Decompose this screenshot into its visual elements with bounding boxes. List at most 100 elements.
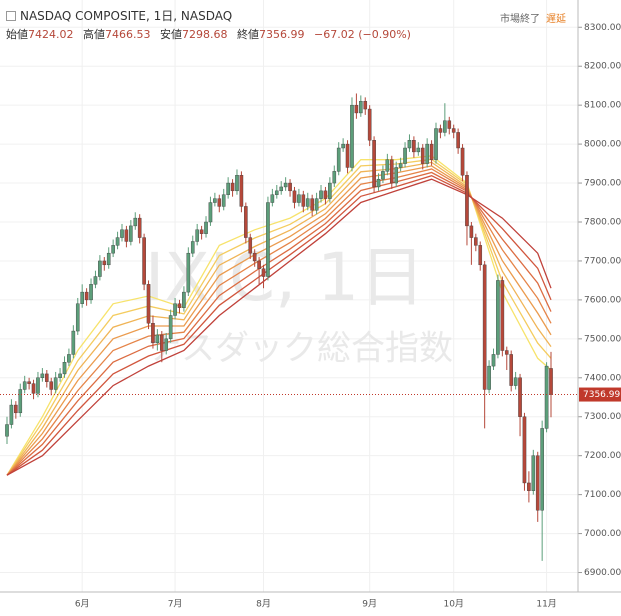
candle-body: [45, 373, 49, 382]
x-tick-label: 6月: [75, 599, 90, 610]
candle-body: [407, 140, 412, 149]
candle-body: [235, 175, 239, 192]
candle-body: [199, 229, 204, 234]
y-tick-label: 7700.00: [584, 256, 621, 266]
candle-body: [133, 217, 138, 227]
candle-body: [412, 140, 416, 153]
y-tick-label: 6900.00: [584, 568, 621, 578]
candle-body: [314, 198, 319, 211]
candle-body: [443, 120, 447, 133]
x-tick-label: 7月: [168, 599, 183, 610]
x-tick-label: 9月: [362, 599, 377, 610]
candle-body: [146, 284, 151, 324]
candle-body: [274, 190, 279, 195]
market-status: 市場終了 遅延: [500, 10, 566, 25]
candle-body: [270, 194, 275, 203]
y-tick-label: 8000.00: [584, 140, 621, 150]
candle-body: [367, 108, 372, 141]
candle-body: [460, 147, 465, 176]
candle-body: [350, 104, 354, 168]
candle-body: [372, 140, 376, 188]
candle-body: [195, 229, 199, 242]
candle-body: [151, 323, 155, 343]
ribbon-line: [6, 158, 552, 476]
candle-body: [310, 198, 314, 211]
candle-body: [389, 159, 394, 184]
candle-body: [177, 303, 182, 308]
ribbon-line: [6, 155, 552, 476]
candle-body: [58, 373, 62, 378]
candle-body: [244, 206, 248, 238]
candle-body: [305, 198, 310, 207]
candle-body: [89, 284, 93, 301]
candle-body: [341, 143, 345, 149]
candle-body: [416, 147, 421, 153]
price-tag-label: 7356.99: [583, 390, 620, 400]
candle-body: [332, 171, 337, 184]
candle-body: [474, 237, 478, 246]
candle-body: [376, 178, 381, 188]
candle-body: [456, 132, 460, 149]
ohlc-header: 始値7424.02 高値7466.53 安値7298.68 終値7356.99 …: [6, 26, 417, 42]
candle-body: [504, 350, 509, 355]
expand-icon[interactable]: [6, 11, 16, 21]
candle-body: [266, 202, 270, 277]
candle-body: [283, 182, 288, 188]
candle-body: [469, 225, 474, 238]
candle-body: [398, 163, 403, 168]
y-tick-label: 7200.00: [584, 451, 621, 461]
open-label: 始値: [6, 28, 28, 41]
candle-body: [513, 377, 518, 386]
candle-body: [394, 167, 399, 184]
candle-body: [111, 245, 115, 254]
candle-body: [403, 147, 407, 164]
y-tick-label: 7600.00: [584, 295, 621, 305]
change-value: −67.02 (−0.90%): [314, 28, 411, 41]
candle-body: [531, 455, 536, 491]
candle-body: [18, 389, 23, 414]
high-value: 7466.53: [105, 28, 151, 41]
candle-body: [217, 198, 222, 207]
candle-body: [213, 198, 217, 203]
x-tick-label: 11月: [536, 599, 556, 610]
candle-body: [137, 217, 142, 238]
candle-body: [345, 143, 350, 168]
candle-body: [239, 175, 244, 207]
candle-body: [168, 315, 173, 340]
y-tick-label: 7400.00: [584, 373, 621, 383]
x-tick-label: 10月: [443, 599, 463, 610]
price-tag: [579, 387, 621, 402]
candle-body: [434, 128, 438, 160]
candle-body: [120, 229, 124, 238]
candle-body: [359, 101, 363, 114]
close-label: 終値: [237, 28, 259, 41]
candle-body: [155, 334, 160, 343]
candle-body: [522, 416, 527, 484]
candle-body: [465, 175, 469, 227]
watermark-subtitle: ナスダック総合指数: [147, 329, 453, 369]
candle-body: [14, 404, 18, 414]
candle-body: [540, 428, 544, 511]
candle-body: [288, 182, 292, 192]
candle-body: [182, 291, 186, 308]
candle-body: [71, 330, 76, 355]
candle-body: [5, 424, 9, 437]
symbol-header: NASDAQ COMPOSITE, 1日, NASDAQ: [6, 7, 232, 24]
y-tick-label: 7000.00: [584, 529, 621, 539]
candle-body: [527, 482, 531, 491]
candle-body: [204, 221, 208, 234]
open-value: 7424.02: [28, 28, 74, 41]
low-value: 7298.68: [182, 28, 228, 41]
candle-body: [186, 252, 191, 293]
symbol-title[interactable]: NASDAQ COMPOSITE, 1日, NASDAQ: [20, 9, 233, 23]
candle-body: [226, 182, 230, 195]
candle-body: [301, 194, 306, 207]
candle-body: [319, 190, 323, 199]
candle-body: [252, 252, 257, 262]
candle-body: [75, 303, 80, 332]
candle-body: [208, 202, 213, 223]
candle-body: [22, 381, 27, 390]
candle-body: [98, 260, 102, 277]
